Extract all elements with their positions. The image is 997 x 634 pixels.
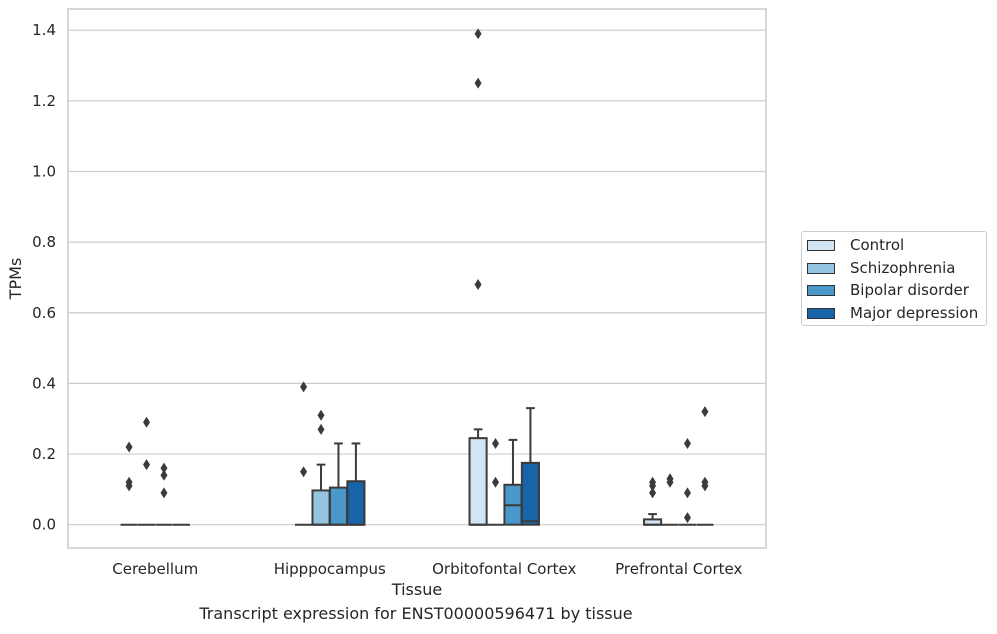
- outlier-point: [701, 480, 709, 492]
- outlier-point: [300, 381, 308, 393]
- legend-swatch-control: [807, 239, 835, 251]
- outlier-point: [317, 423, 325, 435]
- y-tick-label: 0.2: [32, 445, 56, 463]
- plot-area: [68, 9, 766, 548]
- outlier-point: [649, 487, 657, 499]
- plot-frame: [67, 8, 767, 549]
- legend-label-schizophrenia: Schizophrenia: [850, 259, 956, 277]
- outlier-point: [160, 487, 168, 499]
- box-2-0: [468, 437, 488, 526]
- outlier-point: [125, 441, 133, 453]
- outlier-point: [683, 512, 691, 524]
- box-1-3: [346, 480, 366, 526]
- legend-item-bipolar-disorder: Bipolar disorder: [807, 280, 969, 300]
- x-tick-label: Hipppocampus: [274, 560, 386, 578]
- outlier-point: [649, 480, 657, 492]
- y-tick-label: 1.4: [32, 21, 56, 39]
- outlier-point: [317, 409, 325, 421]
- outlier-point: [143, 459, 151, 471]
- figure-caption: Transcript expression for ENST0000059647…: [199, 604, 633, 623]
- outlier-point: [492, 476, 500, 488]
- y-tick-label: 0.6: [32, 304, 56, 322]
- outlier-point: [160, 469, 168, 481]
- outlier-point: [683, 437, 691, 449]
- outlier-point: [125, 476, 133, 488]
- legend-swatch-schizophrenia: [807, 262, 835, 274]
- x-tick-label: Cerebellum: [112, 560, 198, 578]
- box-1-1: [311, 489, 331, 526]
- outlier-point: [143, 416, 151, 428]
- y-tick-label: 1.2: [32, 92, 56, 110]
- outlier-point: [474, 77, 482, 89]
- x-tick-label: Orbitofontal Cortex: [432, 560, 576, 578]
- y-tick-label: 0.4: [32, 374, 56, 392]
- outlier-point: [666, 476, 674, 488]
- outlier-point: [492, 437, 500, 449]
- box-2-3: [520, 461, 540, 526]
- outlier-point: [160, 462, 168, 474]
- y-tick-label: 0.0: [32, 516, 56, 534]
- legend-label-major-depression: Major depression: [850, 304, 979, 322]
- box-1-2: [328, 486, 349, 526]
- legend-label-bipolar-disorder: Bipolar disorder: [850, 281, 969, 299]
- legend-item-control: Control: [807, 235, 904, 255]
- legend-swatch-bipolar-disorder: [807, 284, 835, 296]
- outlier-point: [474, 28, 482, 40]
- outlier-point: [683, 487, 691, 499]
- legend-label-control: Control: [850, 236, 905, 254]
- outlier-point: [701, 406, 709, 418]
- legend-item-schizophrenia: Schizophrenia: [807, 258, 955, 278]
- outlier-point: [300, 466, 308, 478]
- legend-swatch-major-depression: [807, 307, 835, 319]
- x-tick-label: Prefrontal Cortex: [615, 560, 742, 578]
- x-axis-label: Tissue: [391, 580, 442, 599]
- outlier-point: [474, 279, 482, 291]
- legend-item-major-depression: Major depression: [807, 303, 978, 323]
- y-tick-label: 0.8: [32, 233, 56, 251]
- y-tick-label: 1.0: [32, 162, 56, 180]
- legend: Control Schizophrenia Bipolar disorder M…: [801, 231, 987, 326]
- y-axis-label: TPMs: [6, 258, 25, 301]
